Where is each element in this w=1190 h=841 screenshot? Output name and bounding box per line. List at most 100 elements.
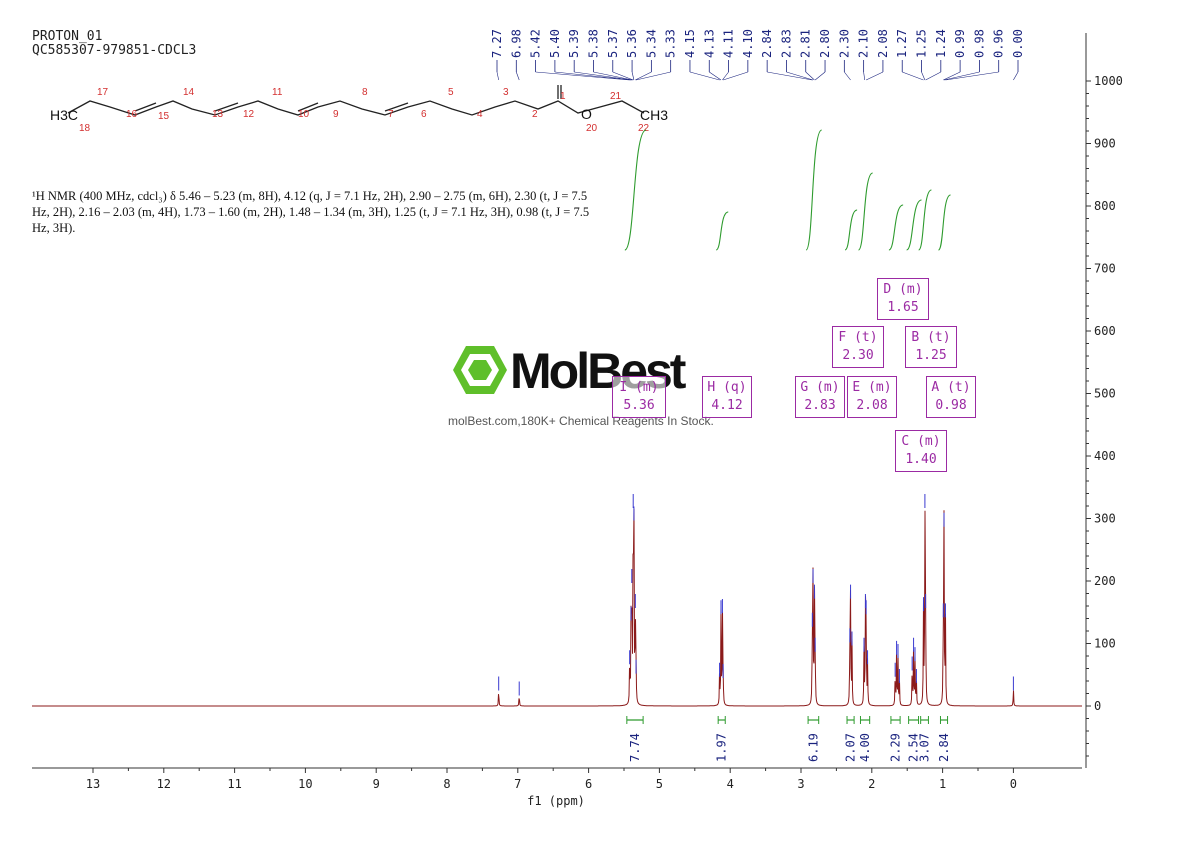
multiplet-shift: 2.30: [842, 348, 874, 363]
peak-label-connector: [723, 71, 748, 81]
peak-label-connector: [786, 71, 814, 81]
y-tick-label: 800: [1094, 199, 1116, 213]
peak-shift-label: 5.34: [644, 29, 658, 58]
multiplet-label-b: B (t) 1.25: [905, 326, 957, 368]
multiplet-shift: 0.98: [935, 398, 967, 413]
atom-10: 10: [298, 109, 310, 120]
x-tick-label: 11: [227, 777, 241, 791]
multiplet-shift: 1.40: [905, 452, 937, 467]
x-tick-label: 5: [656, 777, 663, 791]
y-tick-label: 300: [1094, 512, 1116, 526]
integral-value: 1.97: [715, 733, 729, 762]
spectrum-header: PROTON_01 QC585307-979851-CDCL3: [32, 30, 196, 58]
experiment-name: PROTON_01: [32, 29, 103, 44]
peak-label-connector: [635, 71, 652, 81]
peak-shift-label: 2.84: [760, 29, 774, 58]
peak-shift-label: 1.27: [895, 29, 909, 58]
peak-label-connector: [612, 71, 634, 81]
x-tick-label: 2: [868, 777, 875, 791]
integral-curve: [906, 199, 922, 251]
atom-6: 6: [421, 109, 427, 120]
spectrum-trace: [32, 508, 1082, 707]
y-tick-label: 400: [1094, 449, 1116, 463]
peak-shift-label: 5.39: [567, 29, 581, 58]
peak-shift-label: 5.33: [664, 29, 678, 58]
integral-curve: [857, 172, 874, 251]
multiplet-name: G (m): [800, 380, 840, 395]
integral-curve: [805, 129, 823, 251]
atom-21: 21: [610, 91, 622, 102]
peak-label-connector: [535, 71, 630, 81]
atom-label-h3c: H3C: [50, 107, 78, 123]
peak-shift-label: 4.13: [702, 29, 716, 58]
peak-shift-label: 0.96: [992, 29, 1006, 58]
peak-shift-label: 5.42: [529, 29, 543, 58]
atom-14: 14: [183, 87, 195, 98]
chemical-structure: 17 16 15 14 13 12 11 10 9 8 7 6 5 4 3 2 …: [50, 85, 668, 134]
peak-shift-label: 2.83: [779, 29, 793, 58]
multiplet-shift: 1.65: [887, 300, 919, 315]
peak-shift-label: 4.10: [741, 29, 755, 58]
peak-shift-label: 2.81: [799, 29, 813, 58]
multiplet-shift: 2.08: [856, 398, 888, 413]
y-tick-label: 700: [1094, 262, 1116, 276]
multiplet-name: H (q): [707, 380, 747, 395]
atom-5: 5: [448, 87, 454, 98]
x-axis-title: f1 (ppm): [527, 794, 585, 808]
multiplet-name: E (m): [852, 380, 892, 395]
x-tick-label: 1: [939, 777, 946, 791]
integral-value: 2.84: [937, 733, 951, 762]
multiplet-label-d: D (m) 1.65: [877, 278, 929, 320]
y-tick-label: 200: [1094, 574, 1116, 588]
peak-label-connector: [593, 71, 633, 81]
multiplet-shift: 2.83: [804, 398, 836, 413]
x-tick-label: 3: [797, 777, 804, 791]
atom-3: 3: [503, 87, 509, 98]
peak-shift-label: 0.99: [953, 29, 967, 58]
peak-label-connector: [631, 71, 635, 81]
peak-label-connector: [943, 71, 961, 81]
integral-value: 4.00: [858, 733, 872, 762]
x-tick-label: 0: [1010, 777, 1017, 791]
peak-shift-label: 4.11: [722, 29, 736, 58]
multiplet-shift: 5.36: [623, 398, 655, 413]
atom-22: 22: [638, 123, 650, 134]
atom-11: 11: [272, 87, 283, 98]
peak-label-connector: [805, 71, 815, 81]
peak-label-connector: [921, 71, 926, 81]
multiplet-name: A (t): [931, 380, 971, 395]
multiplet-label-f: F (t) 2.30: [832, 326, 884, 368]
integral-value: 2.07: [844, 733, 858, 762]
peak-label-connector: [496, 71, 499, 81]
integral-curve: [918, 189, 932, 251]
atom-15: 15: [158, 111, 170, 122]
atom-18: 18: [79, 123, 91, 134]
peak-label-connector: [943, 71, 980, 81]
y-tick-label: 600: [1094, 324, 1116, 338]
peak-label-connector: [925, 71, 941, 81]
benzene-logo-icon: [453, 346, 507, 394]
atom-20: 20: [586, 123, 598, 134]
atom-8: 8: [362, 87, 368, 98]
x-tick-label: 9: [373, 777, 380, 791]
x-tick-label: 6: [585, 777, 592, 791]
atom-label-ester-o: O: [581, 106, 592, 122]
peak-label-connector: [767, 71, 813, 81]
atom-4: 4: [477, 109, 483, 120]
multiplet-name: F (t): [838, 330, 878, 345]
y-tick-label: 500: [1094, 387, 1116, 401]
peak-shift-label: 2.30: [837, 29, 851, 58]
peak-label-connector: [902, 71, 924, 81]
atom-2: 2: [532, 109, 538, 120]
nmr-description: ¹H NMR (400 MHz, cdcl₃) δ 5.46 – 5.23 (m…: [32, 189, 590, 235]
y-tick-label: 0: [1094, 699, 1101, 713]
peak-label-connector: [844, 71, 851, 81]
peak-label-connector: [516, 71, 520, 81]
peak-shift-label: 4.15: [683, 29, 697, 58]
peak-shift-label: 6.98: [509, 29, 523, 58]
x-tick-label: 7: [514, 777, 521, 791]
peak-label-connector: [814, 71, 826, 81]
peak-shift-label: 2.08: [876, 29, 890, 58]
multiplet-label-c: C (m) 1.40: [895, 430, 947, 472]
